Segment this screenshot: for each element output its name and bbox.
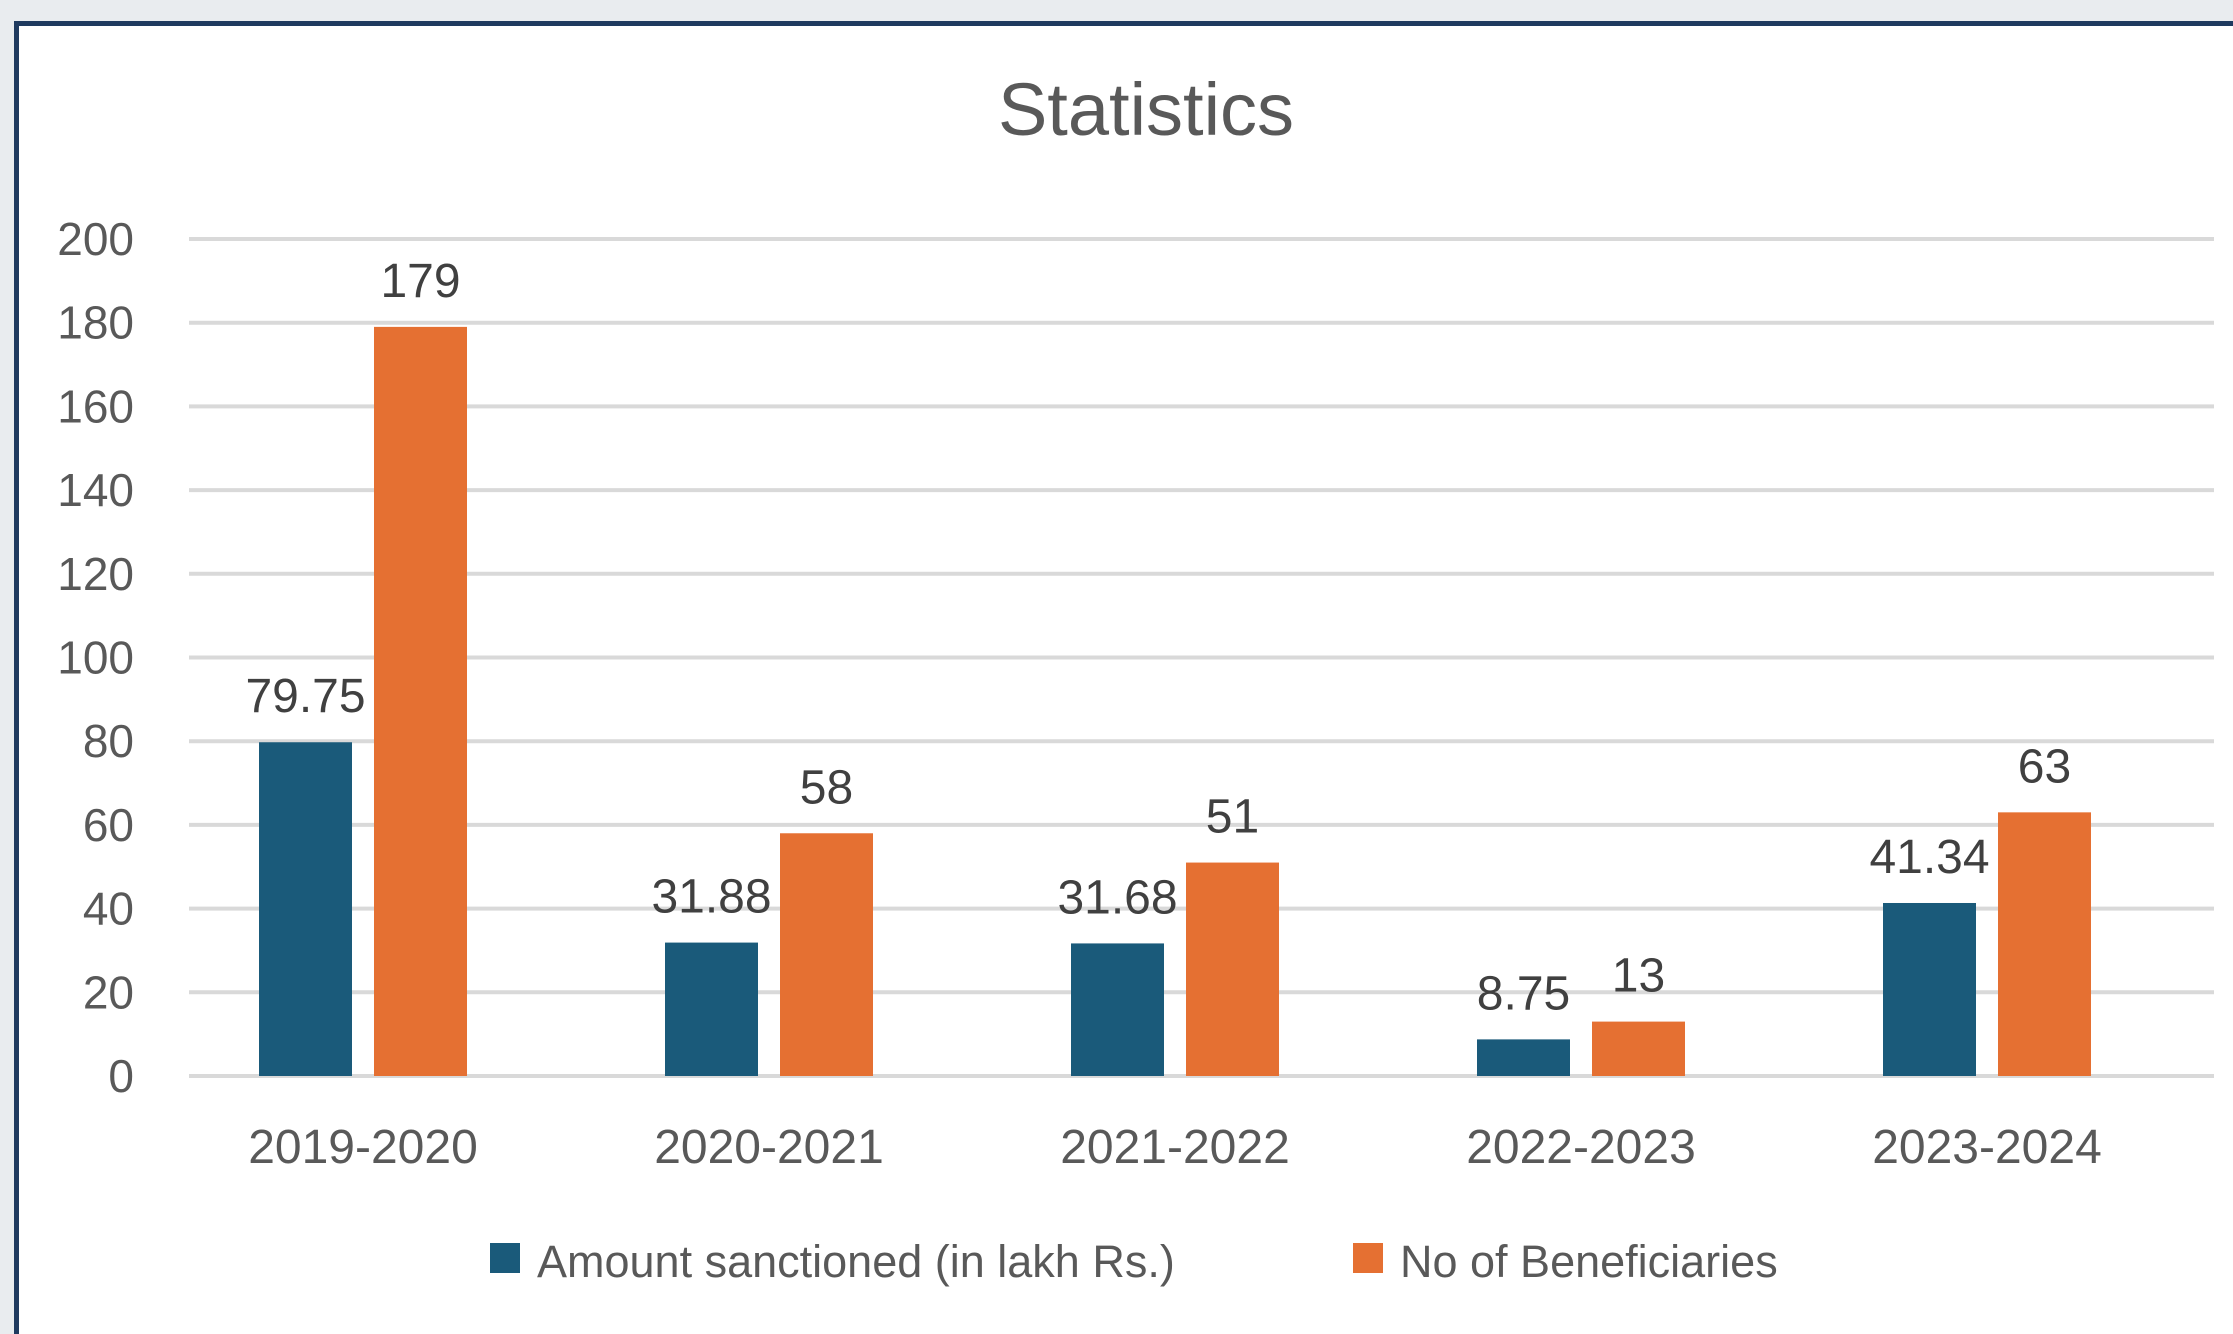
x-category-label: 2022-2023 [1466, 1121, 1696, 1174]
bars [259, 326, 2091, 1076]
legend-swatch [490, 1243, 520, 1273]
data-label: 41.34 [1869, 831, 1989, 884]
x-category-label: 2021-2022 [1060, 1121, 1290, 1174]
data-label: 51 [1206, 791, 1259, 844]
bar-beneficiaries [780, 833, 873, 1076]
data-label: 8.75 [1477, 967, 1570, 1020]
bar-amount [1071, 943, 1164, 1076]
bar-beneficiaries [1186, 862, 1279, 1076]
y-tick-label: 160 [57, 380, 134, 432]
gridlines [189, 237, 2214, 1078]
x-category-label: 2019-2020 [248, 1121, 478, 1174]
y-tick-label: 200 [57, 213, 134, 265]
x-category-label: 2020-2021 [654, 1121, 884, 1174]
y-tick-label: 120 [57, 548, 134, 600]
data-label: 13 [1612, 950, 1665, 1003]
chart-title: Statistics [998, 68, 1294, 151]
bar-amount [665, 942, 758, 1076]
y-tick-label: 60 [83, 799, 134, 851]
data-label: 179 [380, 255, 460, 308]
y-tick-label: 180 [57, 297, 134, 349]
data-labels: 79.75 179 31.88 58 31.68 51 8.75 13 41.34 63 [245, 255, 2071, 1020]
legend-swatch [1353, 1243, 1383, 1273]
bar-beneficiaries [1592, 1021, 1685, 1076]
data-label: 31.88 [651, 871, 771, 924]
y-tick-label: 20 [83, 966, 134, 1018]
data-label: 63 [2018, 740, 2071, 793]
data-label: 31.68 [1057, 871, 1177, 924]
chart-frame: Statistics 0 20 40 60 80 100 120 140 160 180 200 7… [14, 21, 2233, 1334]
y-tick-label: 80 [83, 715, 134, 767]
y-tick-label: 100 [57, 632, 134, 684]
x-axis-categories: 2019-2020 2020-2021 2021-2022 2022-2023 2023… [248, 1121, 2102, 1174]
bar-amount [259, 742, 352, 1076]
legend-label: No of Beneficiaries [1400, 1236, 1778, 1287]
data-label: 79.75 [245, 670, 365, 723]
bar-beneficiaries [374, 326, 467, 1076]
y-axis-ticks: 0 20 40 60 80 100 120 140 160 180 200 [57, 213, 134, 1102]
y-tick-label: 40 [83, 883, 134, 935]
bar-amount [1883, 902, 1976, 1076]
y-tick-label: 0 [108, 1050, 134, 1102]
data-label: 58 [800, 761, 853, 814]
bar-chart: Statistics 0 20 40 60 80 100 120 140 160 180 200 7… [57, 68, 2214, 1287]
bar-amount [1477, 1039, 1570, 1076]
bar-beneficiaries [1998, 812, 2091, 1076]
x-category-label: 2023-2024 [1872, 1121, 2102, 1174]
y-tick-label: 140 [57, 464, 134, 516]
legend: Amount sanctioned (in lakh Rs.) No of Ben… [490, 1236, 1778, 1287]
legend-label: Amount sanctioned (in lakh Rs.) [537, 1236, 1175, 1287]
